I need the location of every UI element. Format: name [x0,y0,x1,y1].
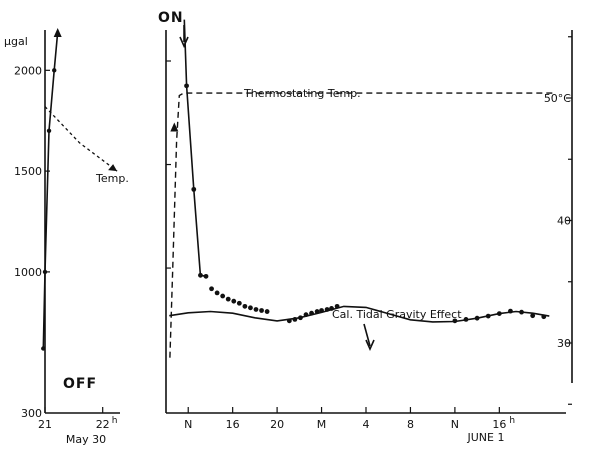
tidal-arrow-head [365,339,375,351]
measured-point [191,186,197,192]
state-label-off: OFF [63,376,97,392]
x-tick-label-2: N [184,418,192,431]
measured-point [225,296,231,302]
temp-arrow-head [108,164,118,172]
measured-point [184,83,189,89]
tidal-arrow-shaft [363,323,371,347]
gravity-point [42,269,48,275]
measured-point [264,309,270,314]
x-axis-label-2: JUNE 1 [467,431,505,444]
gravity-point [41,346,46,351]
x-tick-label-2: 8 [407,418,414,431]
measured-point [248,305,253,311]
x-tick-label-1: 21 [38,418,52,431]
y-tick-label-right: 40 [557,215,571,228]
x-tick-label-2: N [451,418,459,431]
measured-point [259,308,264,313]
x-axis-label-1: May 30 [66,433,106,446]
annotation-thermostating: Thermostating Temp. [243,87,361,100]
x-tick-suffix-2: h [509,416,515,426]
y-axis-label: μgal [4,35,28,48]
y-tick-label-right: 30 [557,337,571,350]
thermo-arrow-head [170,122,179,132]
x-tick-label-2: 4 [363,418,370,431]
annotation-tidal: Cal. Tidal Gravity Effect [332,308,462,321]
temp-series-label: Temp. [95,172,129,185]
measured-point [198,272,203,278]
y-tick-label-1: 2000 [14,64,42,77]
series-temp-line [44,106,118,172]
state-label-on: ON [158,10,184,26]
x-tick-suffix-1: h [112,416,118,426]
measured-point [214,290,220,296]
x-tick-label-2: 20 [270,418,284,431]
series-tidal-line [169,305,550,323]
y-tick-label-right: 50°C [544,92,571,105]
gravity-arrow-head [53,28,62,38]
y-tick-label-1: 1000 [14,266,42,279]
measured-point [203,273,209,279]
on-arrow-head [179,36,189,48]
gravity-point [46,128,52,133]
y-bottom-label-1: 300 [21,407,42,420]
series-thermostating-line [169,92,555,358]
x-tick-label-2: 16 [226,418,240,431]
series-measured-line [183,19,207,278]
measured-point [242,303,248,309]
measured-point [209,286,214,292]
measured-point [530,313,536,319]
x-tick-label-2: M [317,418,327,431]
measured-point [236,300,242,306]
gravity-point [52,68,57,73]
panel-may-30: 2000 1500 1000 300 μgal 21 22 h May 30 OFF Temp. [4,28,129,446]
x-tick-label-1: 22 [96,418,110,431]
y-tick-label-1: 1500 [14,165,42,178]
measured-point [231,298,237,304]
measured-point [253,307,259,312]
measured-point [220,293,226,299]
x-tick-label-2: 16 [492,418,506,431]
